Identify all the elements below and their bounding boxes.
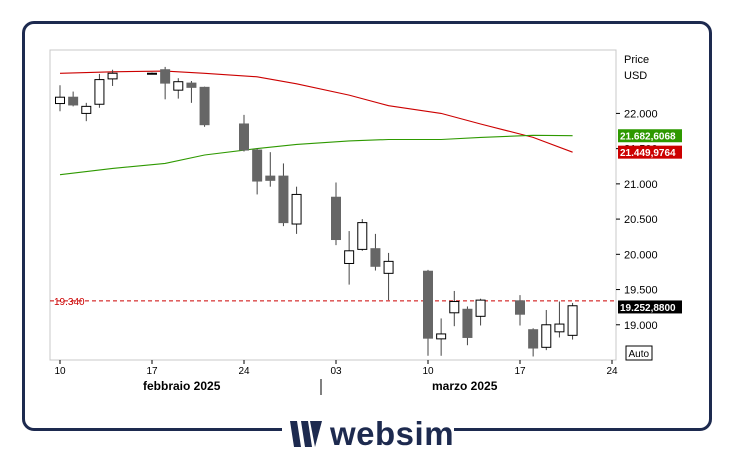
ma-green-value-tag: 21.682,6068 xyxy=(618,129,682,143)
candle xyxy=(357,219,368,251)
candle-body xyxy=(436,333,447,340)
ma-green-value-tag-bg xyxy=(618,129,682,143)
candle-body xyxy=(107,72,118,80)
candle xyxy=(462,306,473,346)
candle xyxy=(55,85,65,112)
x-tick-label: 03 xyxy=(330,366,342,377)
candle-body xyxy=(252,149,263,182)
candle xyxy=(278,163,289,227)
y-tick-label: 21.000 xyxy=(624,179,658,191)
candle xyxy=(344,231,355,285)
candle-body xyxy=(541,324,552,348)
candle-body xyxy=(370,248,381,267)
candle xyxy=(160,66,171,100)
candle-body xyxy=(160,69,171,84)
scale-mode-label: Auto xyxy=(629,349,650,360)
candle-body xyxy=(449,301,460,314)
candle xyxy=(186,81,197,103)
ma-red-value-tag-bg xyxy=(618,145,682,159)
candle-body xyxy=(81,105,92,114)
candle-body xyxy=(331,196,341,241)
candle-body xyxy=(186,82,197,88)
month-label-february: febbraio 2025 xyxy=(143,379,221,393)
x-tick-label: 24 xyxy=(238,366,250,377)
y-tick-label: 19.500 xyxy=(624,285,658,297)
candle xyxy=(436,318,447,356)
x-tick-label: 10 xyxy=(54,366,66,377)
x-axis: febbraio 2025 marzo 2025 10 17 24 03 10 17 24 xyxy=(54,360,618,395)
reference-line-label: 19.340 xyxy=(54,297,85,308)
candle-body xyxy=(239,123,249,151)
ma-red-value-tag-text: 21.449,9764 xyxy=(620,148,676,159)
y-tick-label: 20.000 xyxy=(624,249,658,261)
last-price-tag-bg xyxy=(618,300,682,314)
candle-body xyxy=(94,79,105,105)
candle-body xyxy=(515,300,525,315)
x-tick-label: 24 xyxy=(606,366,618,377)
x-tick-label: 17 xyxy=(146,366,158,377)
candle-body xyxy=(462,308,473,338)
y-tick-label: 22.000 xyxy=(624,108,658,120)
candle xyxy=(475,298,486,326)
candle xyxy=(265,152,276,187)
candle-body xyxy=(554,323,565,333)
candle xyxy=(567,302,578,340)
scale-mode-button[interactable]: Auto xyxy=(625,345,653,361)
candle xyxy=(541,309,552,351)
ma-green-value-tag-text: 21.682,6068 xyxy=(620,132,676,143)
candle-body xyxy=(528,329,539,349)
candle-body xyxy=(68,96,79,106)
last-price-tag: 19.252,8800 xyxy=(618,300,682,314)
candle-body xyxy=(383,260,394,274)
candle xyxy=(331,182,341,246)
x-tick-label: 17 xyxy=(514,366,526,377)
candles xyxy=(55,66,578,357)
last-price-tag-text: 19.252,8800 xyxy=(620,303,676,314)
candle xyxy=(291,186,302,234)
candle-body xyxy=(423,270,433,339)
candle-body xyxy=(278,175,289,224)
candle-body xyxy=(357,222,368,250)
candle xyxy=(199,86,210,127)
y-tick-label: 19.000 xyxy=(624,320,658,332)
candle xyxy=(173,78,184,99)
y-axis: Price USD 22.00021.50021.00020.50020.000… xyxy=(616,54,682,332)
candle xyxy=(449,290,460,327)
candle xyxy=(68,91,79,107)
candle xyxy=(515,295,525,326)
axis-unit: USD xyxy=(624,70,647,82)
candle xyxy=(94,73,105,108)
axis-title: Price xyxy=(624,54,649,66)
websim-logo: websim xyxy=(288,415,455,452)
candle xyxy=(81,102,92,122)
candle-body xyxy=(567,305,578,336)
candle-body xyxy=(475,299,486,317)
candle-body xyxy=(265,175,276,181)
candle xyxy=(423,269,433,356)
y-tick-label: 20.500 xyxy=(624,214,658,226)
moving-average-line-0 xyxy=(59,70,573,153)
x-tick-label: 10 xyxy=(422,366,434,377)
candle-body xyxy=(147,72,157,75)
brand-name: websim xyxy=(330,415,455,452)
candle xyxy=(147,72,157,75)
candle xyxy=(528,328,539,357)
candle-body xyxy=(173,81,184,91)
candle-body xyxy=(199,86,210,126)
candle-body xyxy=(344,250,355,264)
candle xyxy=(554,301,565,338)
ma-red-value-tag: 21.449,9764 xyxy=(618,145,682,159)
candle xyxy=(383,252,394,301)
moving-average-line-1 xyxy=(59,134,573,176)
candle xyxy=(239,114,249,152)
candle-body xyxy=(291,193,302,225)
candle xyxy=(370,233,381,271)
candle xyxy=(252,148,263,195)
candle xyxy=(107,69,118,86)
websim-mark-icon xyxy=(290,421,322,447)
moving-averages xyxy=(59,70,573,176)
month-label-march: marzo 2025 xyxy=(432,379,498,393)
candle-body xyxy=(55,96,65,105)
